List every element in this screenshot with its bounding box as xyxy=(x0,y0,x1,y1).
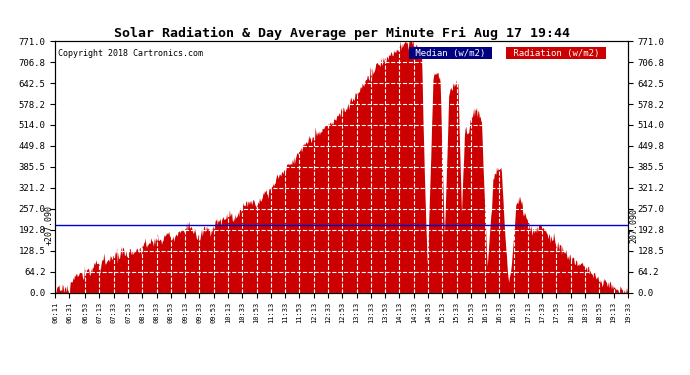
Text: Radiation (w/m2): Radiation (w/m2) xyxy=(508,49,604,58)
Text: 207.090: 207.090 xyxy=(629,207,638,243)
Title: Solar Radiation & Day Average per Minute Fri Aug 17 19:44: Solar Radiation & Day Average per Minute… xyxy=(114,27,569,40)
Text: Median (w/m2): Median (w/m2) xyxy=(411,49,491,58)
Text: Copyright 2018 Cartronics.com: Copyright 2018 Cartronics.com xyxy=(58,49,203,58)
Text: +207.090: +207.090 xyxy=(45,205,54,245)
